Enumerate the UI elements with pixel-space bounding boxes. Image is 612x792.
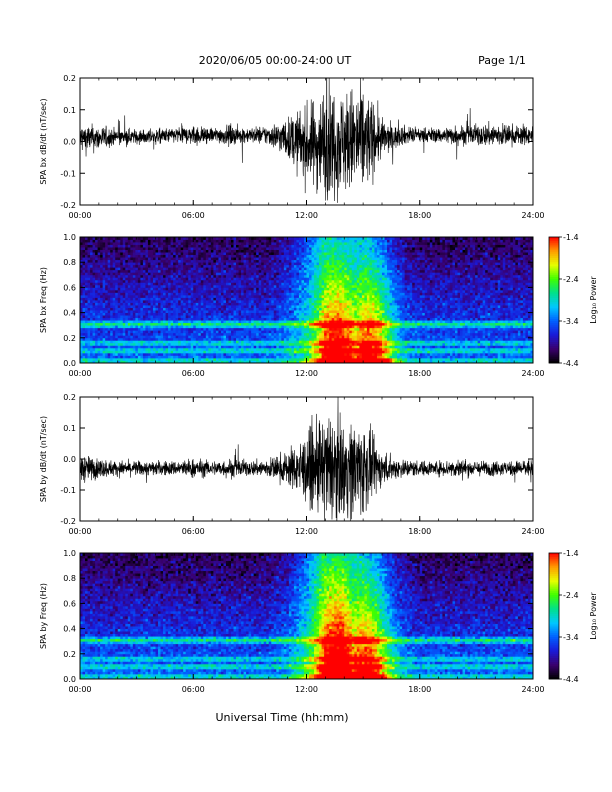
panel-3: 00:00 06:00 12:00 18:00 24:00 -0.2 -0.1 0.0 0.1 0… [39,393,545,536]
colorbar-tick-label: -1.4 [563,233,579,242]
x-axis-label: Universal Time (hh:mm) [216,711,349,724]
y-axis-label: SPA bx dB/dt (nT/sec) [39,98,48,184]
x-tick-label: 18:00 [408,369,431,378]
y-tick-label: 0.2 [63,393,76,402]
y-tick-label: 0.1 [63,106,76,115]
y-tick-label: -0.1 [60,169,76,178]
x-tick-label: 12:00 [295,211,318,220]
x-tick-label: 24:00 [521,685,544,694]
colorbar-tick-label: -4.4 [563,675,579,684]
y-tick-label: -0.2 [60,517,76,526]
colorbar-tick-label: -3.4 [563,317,579,326]
panel-4: 00:00 06:00 12:00 18:00 24:00 0.0 0.2 0.4 0.6 0.8… [39,549,598,694]
y-tick-label: -0.1 [60,486,76,495]
y-tick-label: 0.4 [63,309,76,318]
figure-title: 2020/06/05 00:00-24:00 UT [199,54,352,67]
y-axis-label: SPA by dB/dt (nT/sec) [39,416,48,502]
colorbar-frame [548,552,560,680]
y-axis-label: SPA bx Freq (Hz) [39,267,48,333]
y-tick-label: 0.0 [63,138,76,147]
colorbar-tick-label: -4.4 [563,359,579,368]
x-tick-label: 06:00 [182,685,205,694]
x-tick-label: 00:00 [68,527,91,536]
plot-frame [79,396,534,522]
page-number: Page 1/1 [478,54,526,67]
data-trace [80,397,533,521]
x-tick-label: 12:00 [295,685,318,694]
panel-1: 00:00 06:00 12:00 18:00 24:00 -0.2 -0.1 0.0 0.1 0… [39,74,545,220]
colorbar-tick-label: -2.4 [563,275,579,284]
y-tick-label: 0.2 [63,74,76,83]
y-tick-label: 0.8 [63,574,76,583]
y-axis-label: SPA by Freq (Hz) [39,583,48,649]
y-tick-label: 0.8 [63,258,76,267]
spectrogram-image [80,553,534,680]
y-tick-label: 1.0 [63,233,76,242]
colorbar-tick-label: -2.4 [563,591,579,600]
y-tick-label: 0.4 [63,625,76,634]
x-tick-label: 00:00 [68,685,91,694]
x-tick-label: 18:00 [408,685,431,694]
colorbar: -1.4 -2.4 -3.4 -4.4 Log₁₀ Power [548,233,598,368]
x-tick-label: 18:00 [408,211,431,220]
x-tick-label: 24:00 [521,527,544,536]
x-tick-label: 06:00 [182,369,205,378]
y-tick-label: 0.0 [63,675,76,684]
spectrogram-image [80,237,534,364]
colorbar-frame [548,236,560,364]
x-tick-label: 12:00 [295,369,318,378]
colorbar-label: Log₁₀ Power [589,592,598,640]
data-trace [80,78,533,203]
colorbar-label: Log₁₀ Power [589,276,598,324]
y-tick-label: 1.0 [63,549,76,558]
colorbar: -1.4 -2.4 -3.4 -4.4 Log₁₀ Power [548,549,598,684]
x-tick-label: 00:00 [68,369,91,378]
x-tick-label: 18:00 [408,527,431,536]
x-tick-label: 24:00 [521,369,544,378]
x-tick-label: 06:00 [182,211,205,220]
x-tick-label: 06:00 [182,527,205,536]
y-tick-label: 0.2 [63,334,76,343]
colorbar-tick-label: -1.4 [563,549,579,558]
y-tick-label: 0.6 [63,599,76,608]
y-tick-label: 0.6 [63,283,76,292]
y-tick-label: 0.2 [63,650,76,659]
colorbar-tick-label: -3.4 [563,633,579,642]
panel-2: 00:00 06:00 12:00 18:00 24:00 0.0 0.2 0.4 0.6 0.8… [39,233,598,378]
y-tick-label: 0.0 [63,359,76,368]
x-tick-label: 24:00 [521,211,544,220]
y-tick-label: -0.2 [60,201,76,210]
y-tick-label: 0.0 [63,455,76,464]
x-tick-label: 00:00 [68,211,91,220]
y-tick-label: 0.1 [63,424,76,433]
x-tick-label: 12:00 [295,527,318,536]
